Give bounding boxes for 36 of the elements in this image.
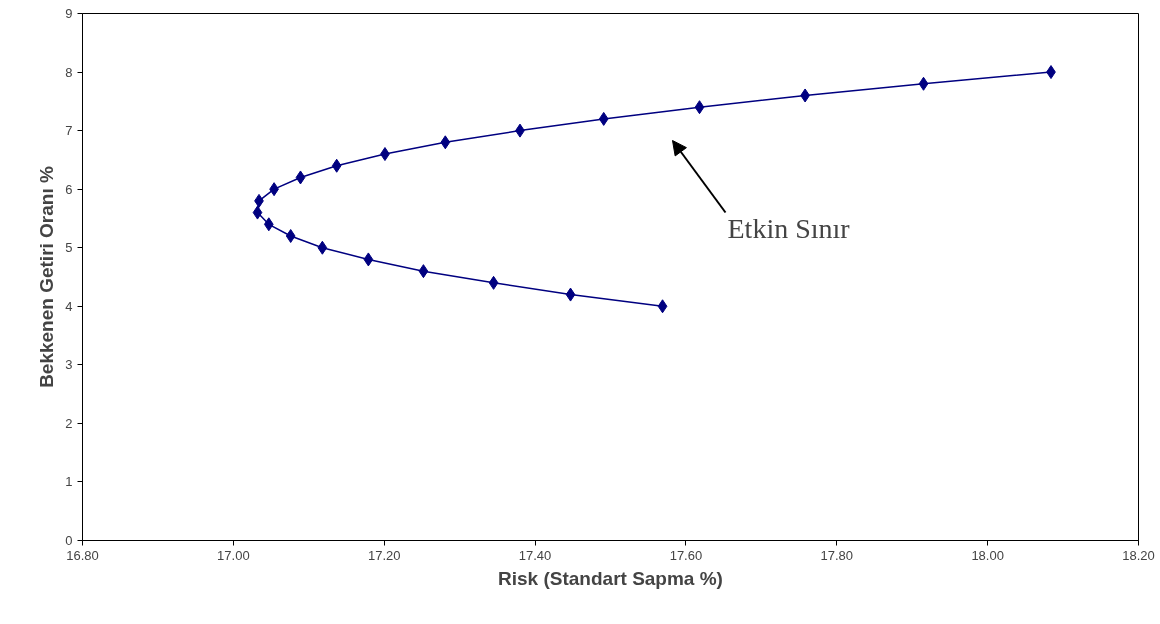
y-tick-label: 2 — [65, 415, 73, 431]
y-tick-label: 9 — [65, 6, 73, 21]
point — [317, 240, 328, 255]
y-tick-label: 7 — [65, 123, 73, 139]
y-tick-label: 6 — [65, 181, 73, 197]
x-tick-label: 16.80 — [66, 547, 99, 563]
point — [657, 299, 668, 314]
y-tick-label: 1 — [65, 474, 73, 490]
point — [295, 170, 306, 185]
point — [565, 287, 576, 302]
y-tick-label: 4 — [65, 298, 73, 314]
point — [252, 205, 263, 220]
point — [598, 111, 609, 126]
point — [363, 252, 374, 267]
point — [285, 229, 296, 244]
x-axis-title: Risk (Standart Sapma %) — [498, 567, 723, 589]
y-axis-title: Bekkenen Getiri Oranı % — [36, 166, 58, 388]
y-tick-label: 0 — [65, 533, 73, 548]
point — [263, 217, 274, 232]
x-tick-label: 18.00 — [971, 547, 1004, 563]
x-tick-label: 17.00 — [217, 547, 250, 563]
x-tick-label: 17.40 — [518, 547, 552, 563]
point — [918, 76, 929, 91]
point — [694, 100, 705, 115]
y-tick-label: 8 — [65, 64, 73, 80]
point — [440, 135, 451, 150]
x-tick-label: 17.20 — [367, 547, 401, 563]
y-tick-label: 3 — [65, 357, 73, 373]
y-tick-label: 5 — [65, 240, 73, 256]
point — [418, 264, 429, 279]
x-tick-label: 17.60 — [669, 547, 703, 563]
x-tick-label: 18.20 — [1122, 547, 1155, 563]
point — [331, 158, 342, 173]
annotation: Etkin Sınır — [727, 212, 851, 244]
point — [488, 275, 499, 290]
x-tick-label: 17.80 — [820, 547, 854, 563]
